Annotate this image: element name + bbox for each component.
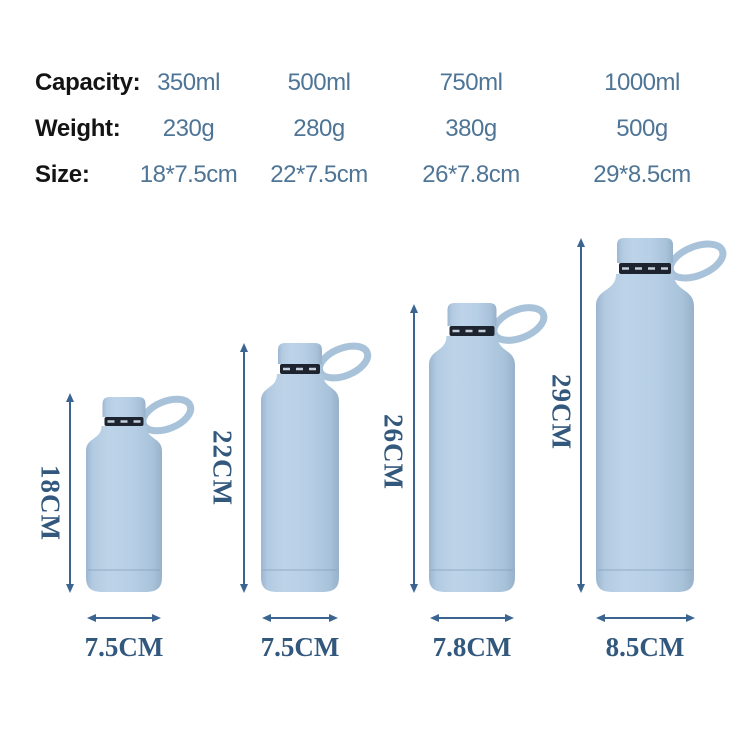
bottle-body bbox=[261, 374, 339, 592]
height-arrow-750ml bbox=[409, 304, 419, 593]
bottle-loop-handle bbox=[490, 304, 548, 344]
width-label-350ml: 7.5CM bbox=[84, 632, 164, 662]
arrow-line bbox=[69, 400, 71, 586]
width-label-1000ml: 8.5CM bbox=[605, 632, 685, 662]
width-arrow-1000ml bbox=[596, 613, 695, 623]
bottle-body bbox=[429, 336, 515, 592]
bottle-loop-handle bbox=[315, 342, 372, 382]
spec-table: Capacity: 350ml 500ml 750ml 1000ml Weigh… bbox=[35, 60, 730, 198]
bottle-750ml-illustration bbox=[429, 303, 548, 592]
height-label-1000ml: 29CM bbox=[546, 374, 577, 450]
bottle-cap bbox=[278, 343, 322, 364]
weight-value-1000ml: 500g bbox=[616, 115, 668, 142]
spec-row-label-size: Size: bbox=[35, 161, 90, 188]
bottle-350ml-illustration bbox=[86, 395, 195, 592]
spec-row-label-capacity: Capacity: bbox=[35, 69, 141, 96]
weight-value-750ml: 380g bbox=[445, 115, 497, 142]
size-value-750ml: 26*7.8cm bbox=[422, 161, 520, 188]
bottle-cap bbox=[447, 303, 497, 326]
bottle-cap bbox=[102, 397, 146, 417]
bottle-500ml-illustration bbox=[261, 342, 372, 592]
arrow-line bbox=[413, 311, 415, 586]
arrow-line bbox=[603, 617, 688, 619]
bottle-neck-band bbox=[619, 263, 671, 274]
width-label-500ml: 7.5CM bbox=[260, 632, 340, 662]
bottle-loop-handle bbox=[666, 240, 727, 282]
width-label-750ml: 7.8CM bbox=[432, 632, 512, 662]
height-arrow-1000ml bbox=[576, 238, 586, 593]
bottle-body bbox=[86, 426, 162, 592]
capacity-value-350ml: 350ml bbox=[157, 69, 220, 96]
arrow-line bbox=[243, 350, 245, 586]
width-arrow-750ml bbox=[430, 613, 514, 623]
width-arrow-500ml bbox=[262, 613, 338, 623]
arrow-line bbox=[94, 617, 154, 619]
size-value-1000ml: 29*8.5cm bbox=[593, 161, 691, 188]
capacity-value-750ml: 750ml bbox=[439, 69, 503, 96]
spec-row-label-weight: Weight: bbox=[35, 115, 121, 142]
arrow-line bbox=[269, 617, 331, 619]
bottle-body bbox=[596, 274, 694, 592]
width-arrow-350ml bbox=[87, 613, 161, 623]
bottle-loop-handle bbox=[139, 395, 195, 435]
size-value-350ml: 18*7.5cm bbox=[139, 161, 238, 188]
arrow-line bbox=[437, 617, 507, 619]
weight-value-350ml: 230g bbox=[162, 115, 215, 142]
height-label-350ml: 18CM bbox=[35, 465, 66, 541]
height-label-500ml: 22CM bbox=[207, 430, 238, 506]
bottle-1000ml-illustration bbox=[596, 238, 727, 592]
capacity-value-1000ml: 1000ml bbox=[604, 69, 680, 96]
size-value-500ml: 22*7.5cm bbox=[270, 161, 368, 188]
height-arrow-500ml bbox=[239, 343, 249, 593]
height-arrow-350ml bbox=[65, 393, 75, 593]
bottle-cap bbox=[617, 238, 673, 263]
capacity-value-500ml: 500ml bbox=[287, 69, 351, 96]
height-label-750ml: 26CM bbox=[378, 414, 409, 490]
arrow-line bbox=[580, 245, 582, 586]
weight-value-500ml: 280g bbox=[293, 115, 345, 142]
